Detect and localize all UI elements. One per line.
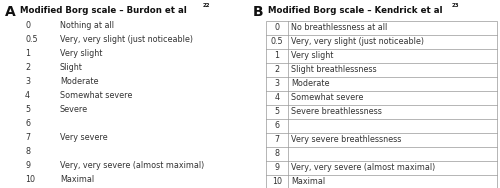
Text: Very, very slight (just noticeable): Very, very slight (just noticeable) (291, 37, 424, 46)
Text: 3: 3 (25, 77, 30, 86)
Text: 8: 8 (25, 147, 30, 156)
Text: 9: 9 (274, 164, 280, 173)
Text: Somewhat severe: Somewhat severe (291, 93, 364, 102)
Text: Very, very slight (just noticeable): Very, very slight (just noticeable) (60, 35, 193, 44)
Text: Somewhat severe: Somewhat severe (60, 91, 132, 100)
Text: 2: 2 (274, 65, 280, 74)
Text: 23: 23 (452, 3, 460, 8)
Text: A: A (5, 5, 16, 19)
Text: 1: 1 (274, 52, 280, 61)
Text: 3: 3 (274, 80, 280, 89)
Text: 6: 6 (25, 119, 30, 128)
Text: 2: 2 (25, 63, 30, 72)
Text: 22: 22 (203, 3, 210, 8)
Text: 10: 10 (25, 175, 35, 184)
Text: Severe breathlessness: Severe breathlessness (291, 108, 382, 117)
Text: Maximal: Maximal (291, 177, 325, 186)
Text: Very, very severe (almost maximal): Very, very severe (almost maximal) (291, 164, 435, 173)
Text: Very severe: Very severe (60, 133, 108, 142)
Text: B: B (253, 5, 264, 19)
Text: 7: 7 (25, 133, 30, 142)
Text: Very slight: Very slight (291, 52, 334, 61)
Text: 0: 0 (274, 24, 280, 33)
Text: 0: 0 (25, 21, 30, 30)
Text: 6: 6 (274, 121, 280, 130)
Text: Very slight: Very slight (60, 49, 102, 58)
Text: No breathlessness at all: No breathlessness at all (291, 24, 387, 33)
Text: Very, very severe (almost maximal): Very, very severe (almost maximal) (60, 161, 204, 170)
Text: Moderate: Moderate (291, 80, 330, 89)
Text: Nothing at all: Nothing at all (60, 21, 114, 30)
Text: Modified Borg scale – Kendrick et al: Modified Borg scale – Kendrick et al (268, 6, 442, 15)
Text: 10: 10 (272, 177, 282, 186)
Text: 4: 4 (25, 91, 30, 100)
Text: 5: 5 (25, 105, 30, 114)
Text: Very severe breathlessness: Very severe breathlessness (291, 136, 402, 145)
Text: 9: 9 (25, 161, 30, 170)
Bar (266, 21, 497, 188)
Text: 1: 1 (25, 49, 30, 58)
Text: Maximal: Maximal (60, 175, 94, 184)
Text: Severe: Severe (60, 105, 88, 114)
Text: 0.5: 0.5 (270, 37, 283, 46)
Text: Slight: Slight (60, 63, 83, 72)
Text: 8: 8 (274, 149, 280, 158)
Text: 0.5: 0.5 (25, 35, 38, 44)
Text: Slight breathlessness: Slight breathlessness (291, 65, 376, 74)
Text: 4: 4 (274, 93, 280, 102)
Text: Modified Borg scale – Burdon et al: Modified Borg scale – Burdon et al (20, 6, 187, 15)
Text: 7: 7 (274, 136, 280, 145)
Text: Moderate: Moderate (60, 77, 98, 86)
Text: 5: 5 (274, 108, 280, 117)
